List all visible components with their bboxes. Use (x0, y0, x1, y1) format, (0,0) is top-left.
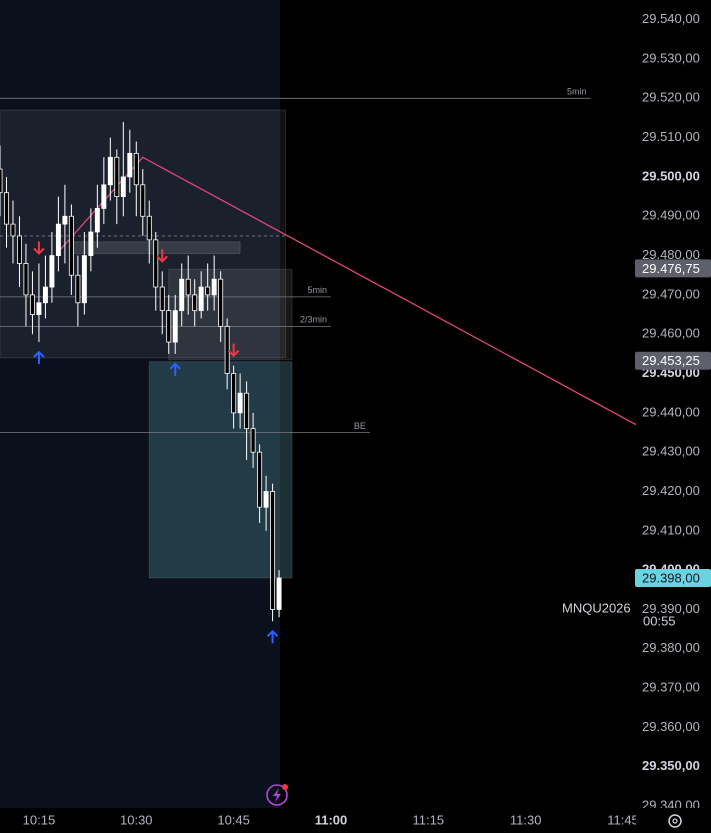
candle-body (263, 491, 269, 508)
candle-body (10, 223, 16, 237)
candle-body (172, 310, 178, 343)
candle-body (153, 239, 159, 288)
x-tick-label: 11:30 (510, 812, 542, 827)
signal-arrow (33, 350, 45, 365)
candle-body (231, 373, 237, 414)
candle-body (205, 286, 211, 296)
arrow-down (156, 249, 168, 263)
x-tick-label: 10:45 (217, 812, 250, 827)
candle-body (0, 168, 3, 194)
candle-body (257, 451, 263, 508)
candle-body (192, 294, 198, 312)
x-tick-label: 10:30 (120, 812, 153, 827)
arrow-down (33, 241, 45, 255)
candle-body (94, 207, 100, 233)
price-tag-label: 29.453,25 (642, 353, 700, 368)
signal-arrow (227, 343, 240, 358)
candle-body (81, 255, 87, 304)
candle-body (185, 278, 191, 296)
arrow-up (33, 350, 45, 365)
x-tick-label: 10:15 (23, 812, 56, 827)
candle-body (211, 278, 217, 296)
candle-body (88, 231, 94, 256)
arrow-down (227, 343, 240, 358)
zone (148, 361, 293, 579)
x-tick-label: 11:00 (315, 812, 348, 827)
candle-body (62, 215, 68, 225)
candle-body (16, 235, 22, 264)
candle-body (42, 286, 48, 304)
candle-body (120, 176, 126, 198)
y-tick-label: 29.540,00 (642, 11, 700, 26)
y-tick-label: 29.380,00 (642, 640, 700, 655)
candle-body (140, 184, 146, 217)
candle-body (244, 392, 250, 429)
candle-body (270, 491, 276, 610)
level-label: BE (354, 421, 366, 431)
candle-body (179, 278, 185, 312)
candle-body (49, 255, 55, 288)
candle-body (107, 156, 113, 186)
candle-body (23, 263, 29, 296)
y-tick-label: 29.430,00 (642, 444, 700, 459)
level-label: 5min (307, 285, 327, 295)
y-tick-label: 29.520,00 (642, 90, 700, 105)
price-tag (635, 259, 711, 278)
y-tick-label: 29.370,00 (642, 680, 700, 695)
candle-body (237, 392, 243, 414)
candle-body (4, 192, 9, 225)
candle-body (218, 278, 224, 327)
lightning-icon[interactable] (266, 784, 288, 806)
y-tick-label: 29.490,00 (642, 208, 700, 223)
candle-body (276, 577, 282, 610)
y-tick-label: 29.530,00 (642, 50, 700, 65)
candle-body (224, 325, 230, 374)
candle-body (114, 156, 120, 198)
candle-body (159, 286, 165, 312)
price-tag (635, 569, 711, 588)
candle-body (36, 302, 42, 315)
settings-icon[interactable] (668, 814, 682, 828)
price-tag-label: 29.476,75 (642, 261, 700, 276)
candle-body (75, 274, 81, 304)
y-tick-label: 29.390,00 (642, 601, 700, 616)
countdown: 00:55 (643, 613, 676, 628)
arrow-up (266, 629, 279, 644)
y-tick-label: 29.360,00 (642, 719, 700, 734)
candle-body (55, 223, 61, 256)
signal-arrow (266, 629, 279, 644)
arrow-up (169, 362, 181, 376)
y-tick-label: 29.460,00 (642, 326, 700, 341)
price-tag (635, 351, 711, 370)
candle-body (68, 215, 74, 276)
candle-body (250, 428, 256, 453)
y-tick-label: 29.410,00 (642, 522, 700, 537)
x-tick-label: 11:45 (607, 812, 639, 827)
price-tag-label: 29.398,00 (642, 570, 700, 585)
candle-body (198, 286, 204, 312)
candle-body (146, 215, 152, 241)
y-tick-label: 29.510,00 (642, 129, 700, 144)
y-tick-label: 29.500,00 (642, 168, 700, 183)
plot: 5min 5min 2/3min BE 29.540,00 29.530,00 29.520… (0, 11, 711, 833)
signal-arrow (156, 249, 168, 263)
signal-arrow (33, 241, 45, 255)
signal-arrow (169, 362, 181, 376)
x-tick-label: 11:15 (413, 812, 445, 827)
y-tick-label: 29.440,00 (642, 404, 700, 419)
level-label: 5min (567, 87, 587, 97)
candle-body (101, 184, 107, 209)
symbol-label: MNQU2026 (562, 600, 631, 615)
candle-body (166, 310, 172, 343)
y-tick-label: 29.420,00 (642, 483, 700, 498)
y-tick-label: 29.470,00 (642, 286, 700, 301)
y-tick-label: 29.350,00 (642, 758, 700, 773)
candle-body (29, 294, 35, 315)
y-tick-label: 29.480,00 (642, 247, 700, 262)
level-label: 2/3min (300, 315, 327, 325)
trendline (57, 156, 637, 426)
candle-body (127, 152, 133, 178)
candle-body (133, 152, 139, 186)
